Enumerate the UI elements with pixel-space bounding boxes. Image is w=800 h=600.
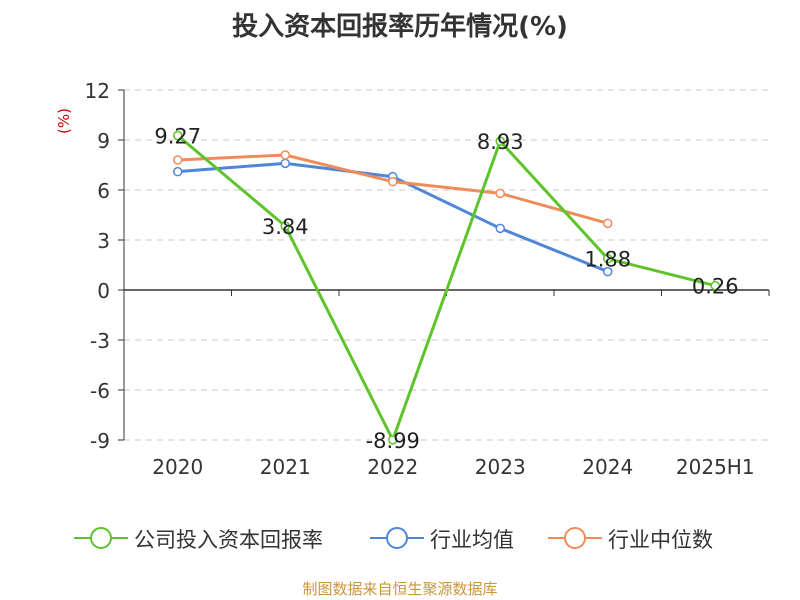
y-tick-label: 6 — [97, 179, 110, 203]
legend-label-industry-mean: 行业均值 — [430, 528, 514, 552]
source-note: 制图数据来自恒生聚源数据库 — [302, 580, 498, 598]
data-point[interactable] — [603, 266, 613, 277]
data-point[interactable] — [495, 188, 505, 199]
data-point[interactable] — [495, 136, 505, 146]
chart-title: 投入资本回报率历年情况(%) — [232, 12, 568, 42]
data-point[interactable] — [603, 253, 613, 264]
data-point[interactable] — [280, 221, 290, 231]
data-point[interactable] — [603, 218, 613, 229]
data-labels: 9.27 3.84 -8.99 8.93 1.88 0.26 — [154, 125, 738, 453]
data-point[interactable] — [710, 280, 720, 291]
legend-marker-company-icon — [74, 527, 128, 549]
legend-marker-industry-median-icon — [548, 527, 602, 549]
data-point[interactable] — [280, 150, 290, 160]
y-tick-label: -6 — [90, 379, 110, 403]
data-label: 0.26 — [692, 275, 739, 299]
x-tick-label: 2023 — [475, 455, 526, 479]
y-tick-label: 12 — [85, 79, 110, 103]
y-tick-label: -9 — [90, 429, 110, 453]
y-tick-label: -3 — [90, 329, 110, 353]
data-point[interactable] — [495, 223, 505, 234]
legend-marker-industry-mean-icon — [370, 527, 424, 549]
y-tick-label: 0 — [97, 279, 110, 303]
x-tick-label: 2021 — [260, 455, 311, 479]
x-tick-label: 2022 — [367, 455, 418, 479]
series-line — [176, 134, 716, 442]
data-label: -8.99 — [366, 429, 420, 453]
data-label: 3.84 — [262, 215, 309, 239]
x-tick-label: 2020 — [152, 455, 203, 479]
legend: 公司投入资本回报率 行业均值 行业中位数 — [0, 518, 800, 558]
grid-lines — [124, 89, 769, 441]
series-lines — [173, 130, 720, 445]
data-point[interactable] — [280, 158, 290, 169]
legend-label-industry-median: 行业中位数 — [608, 528, 713, 552]
y-tick-label: 9 — [97, 129, 110, 153]
data-point[interactable] — [173, 155, 183, 165]
legend-label-company: 公司投入资本回报率 — [134, 528, 323, 552]
y-tick-label: 3 — [97, 229, 110, 253]
x-tick-label: 2025H1 — [676, 455, 755, 479]
data-label: 1.88 — [584, 248, 631, 272]
axes: 12 9 6 3 0 -3 -6 -9 2020 2021 2022 2023 2024 2025H1 — [85, 79, 770, 479]
data-label: 8.93 — [477, 130, 524, 154]
data-point[interactable] — [388, 435, 398, 445]
data-point[interactable] — [173, 130, 183, 141]
data-point[interactable] — [173, 166, 183, 177]
data-label: 9.27 — [154, 125, 201, 149]
data-point[interactable] — [388, 176, 398, 187]
x-tick-label: 2024 — [582, 455, 633, 479]
